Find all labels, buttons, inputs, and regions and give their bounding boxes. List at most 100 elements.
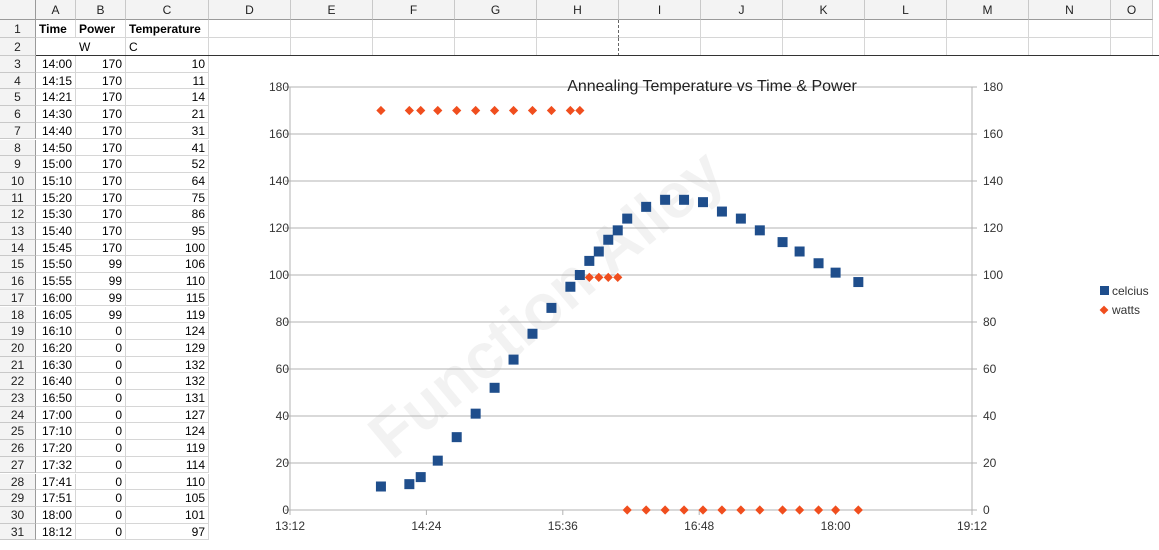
cell-temperature[interactable]: 124 (126, 423, 209, 441)
cell-time[interactable]: 18:00 (36, 506, 76, 524)
cell-power[interactable]: 99 (76, 289, 126, 307)
row-header-16[interactable]: 16 (0, 273, 36, 290)
cell-temperature[interactable]: 115 (126, 289, 209, 307)
cell-power[interactable]: 0 (76, 456, 126, 474)
row-header-15[interactable]: 15 (0, 256, 36, 274)
row-header-18[interactable]: 18 (0, 306, 36, 324)
cell-power[interactable]: 170 (76, 72, 126, 90)
cell-temperature[interactable]: 110 (126, 273, 209, 290)
column-header-m[interactable]: M (947, 0, 1029, 20)
cell-temperature[interactable]: 97 (126, 523, 209, 541)
cell-power[interactable]: 99 (76, 256, 126, 274)
empty-cell[interactable] (1111, 20, 1153, 38)
cell-power[interactable]: 0 (76, 506, 126, 524)
cell-time[interactable]: 14:40 (36, 122, 76, 140)
empty-cell[interactable] (865, 20, 947, 38)
cell-time[interactable]: 14:50 (36, 139, 76, 157)
column-header-c[interactable]: C (126, 0, 209, 20)
cell-time[interactable]: 17:10 (36, 423, 76, 441)
cell-temperature[interactable]: 75 (126, 189, 209, 207)
cell-temperature[interactable]: 14 (126, 89, 209, 107)
row-header-3[interactable]: 3 (0, 56, 36, 73)
cell-power[interactable]: 0 (76, 339, 126, 357)
cell-temperature[interactable]: 127 (126, 406, 209, 424)
cell-power[interactable]: 170 (76, 89, 126, 107)
cell-temperature[interactable]: 110 (126, 473, 209, 491)
row-header-21[interactable]: 21 (0, 356, 36, 374)
row-header-25[interactable]: 25 (0, 423, 36, 441)
empty-cell[interactable] (947, 20, 1029, 38)
cell-power[interactable]: 170 (76, 106, 126, 123)
cell-temperature[interactable]: 52 (126, 156, 209, 173)
cell-temperature[interactable]: 95 (126, 223, 209, 240)
cell-temperature[interactable]: 100 (126, 239, 209, 257)
cell-time[interactable]: 15:10 (36, 172, 76, 190)
row-header-22[interactable]: 22 (0, 373, 36, 390)
row-header-28[interactable]: 28 (0, 473, 36, 491)
cell-time[interactable]: 15:55 (36, 273, 76, 290)
column-header-i[interactable]: I (619, 0, 701, 20)
cell-b1[interactable]: Power (76, 20, 126, 38)
cell-time[interactable]: 16:30 (36, 356, 76, 374)
cell-time[interactable]: 16:20 (36, 339, 76, 357)
cell-time[interactable]: 17:51 (36, 490, 76, 507)
cell-temperature[interactable]: 86 (126, 206, 209, 223)
cell-temperature[interactable]: 105 (126, 490, 209, 507)
cell-temperature[interactable]: 119 (126, 306, 209, 324)
row-header-2[interactable]: 2 (0, 38, 36, 56)
empty-cell[interactable] (209, 20, 291, 38)
cell-time[interactable]: 18:12 (36, 523, 76, 541)
empty-cell[interactable] (373, 20, 455, 38)
row-header-6[interactable]: 6 (0, 106, 36, 123)
cell-power[interactable]: 99 (76, 273, 126, 290)
row-header-30[interactable]: 30 (0, 506, 36, 524)
row-header-29[interactable]: 29 (0, 490, 36, 507)
row-header-9[interactable]: 9 (0, 156, 36, 173)
cell-temperature[interactable]: 11 (126, 72, 209, 90)
cell-time[interactable]: 15:20 (36, 189, 76, 207)
row-header-7[interactable]: 7 (0, 122, 36, 140)
cell-time[interactable]: 17:00 (36, 406, 76, 424)
row-header-1[interactable]: 1 (0, 20, 36, 38)
column-header-d[interactable]: D (209, 0, 291, 20)
cell-power[interactable]: 170 (76, 56, 126, 73)
empty-cell[interactable] (619, 20, 701, 38)
row-header-14[interactable]: 14 (0, 239, 36, 257)
column-header-l[interactable]: L (865, 0, 947, 20)
column-header-h[interactable]: H (537, 0, 619, 20)
column-header-e[interactable]: E (291, 0, 373, 20)
cell-time[interactable]: 14:30 (36, 106, 76, 123)
cell-time[interactable]: 15:30 (36, 206, 76, 223)
cell-power[interactable]: 170 (76, 189, 126, 207)
row-header-24[interactable]: 24 (0, 406, 36, 424)
cell-temperature[interactable]: 132 (126, 373, 209, 390)
column-header-b[interactable]: B (76, 0, 126, 20)
cell-time[interactable]: 17:41 (36, 473, 76, 491)
row-header-31[interactable]: 31 (0, 523, 36, 541)
column-header-a[interactable]: A (36, 0, 76, 20)
cell-power[interactable]: 170 (76, 223, 126, 240)
column-header-g[interactable]: G (455, 0, 537, 20)
cell-power[interactable]: 0 (76, 406, 126, 424)
cell-power[interactable]: 0 (76, 440, 126, 457)
row-header-5[interactable]: 5 (0, 89, 36, 107)
cell-time[interactable]: 14:15 (36, 72, 76, 90)
cell-c1[interactable]: Temperature (126, 20, 209, 38)
cell-time[interactable]: 16:00 (36, 289, 76, 307)
cell-power[interactable]: 0 (76, 523, 126, 541)
cell-temperature[interactable]: 131 (126, 390, 209, 407)
row-header-11[interactable]: 11 (0, 189, 36, 207)
column-header-j[interactable]: J (701, 0, 783, 20)
column-header-o[interactable]: O (1111, 0, 1153, 20)
cell-power[interactable]: 0 (76, 390, 126, 407)
cell-temperature[interactable]: 129 (126, 339, 209, 357)
row-header-20[interactable]: 20 (0, 339, 36, 357)
cell-time[interactable]: 16:40 (36, 373, 76, 390)
cell-time[interactable]: 17:32 (36, 456, 76, 474)
row-header-13[interactable]: 13 (0, 223, 36, 240)
cell-a1[interactable]: Time (36, 20, 76, 38)
empty-cell[interactable] (291, 20, 373, 38)
cell-time[interactable]: 17:20 (36, 440, 76, 457)
